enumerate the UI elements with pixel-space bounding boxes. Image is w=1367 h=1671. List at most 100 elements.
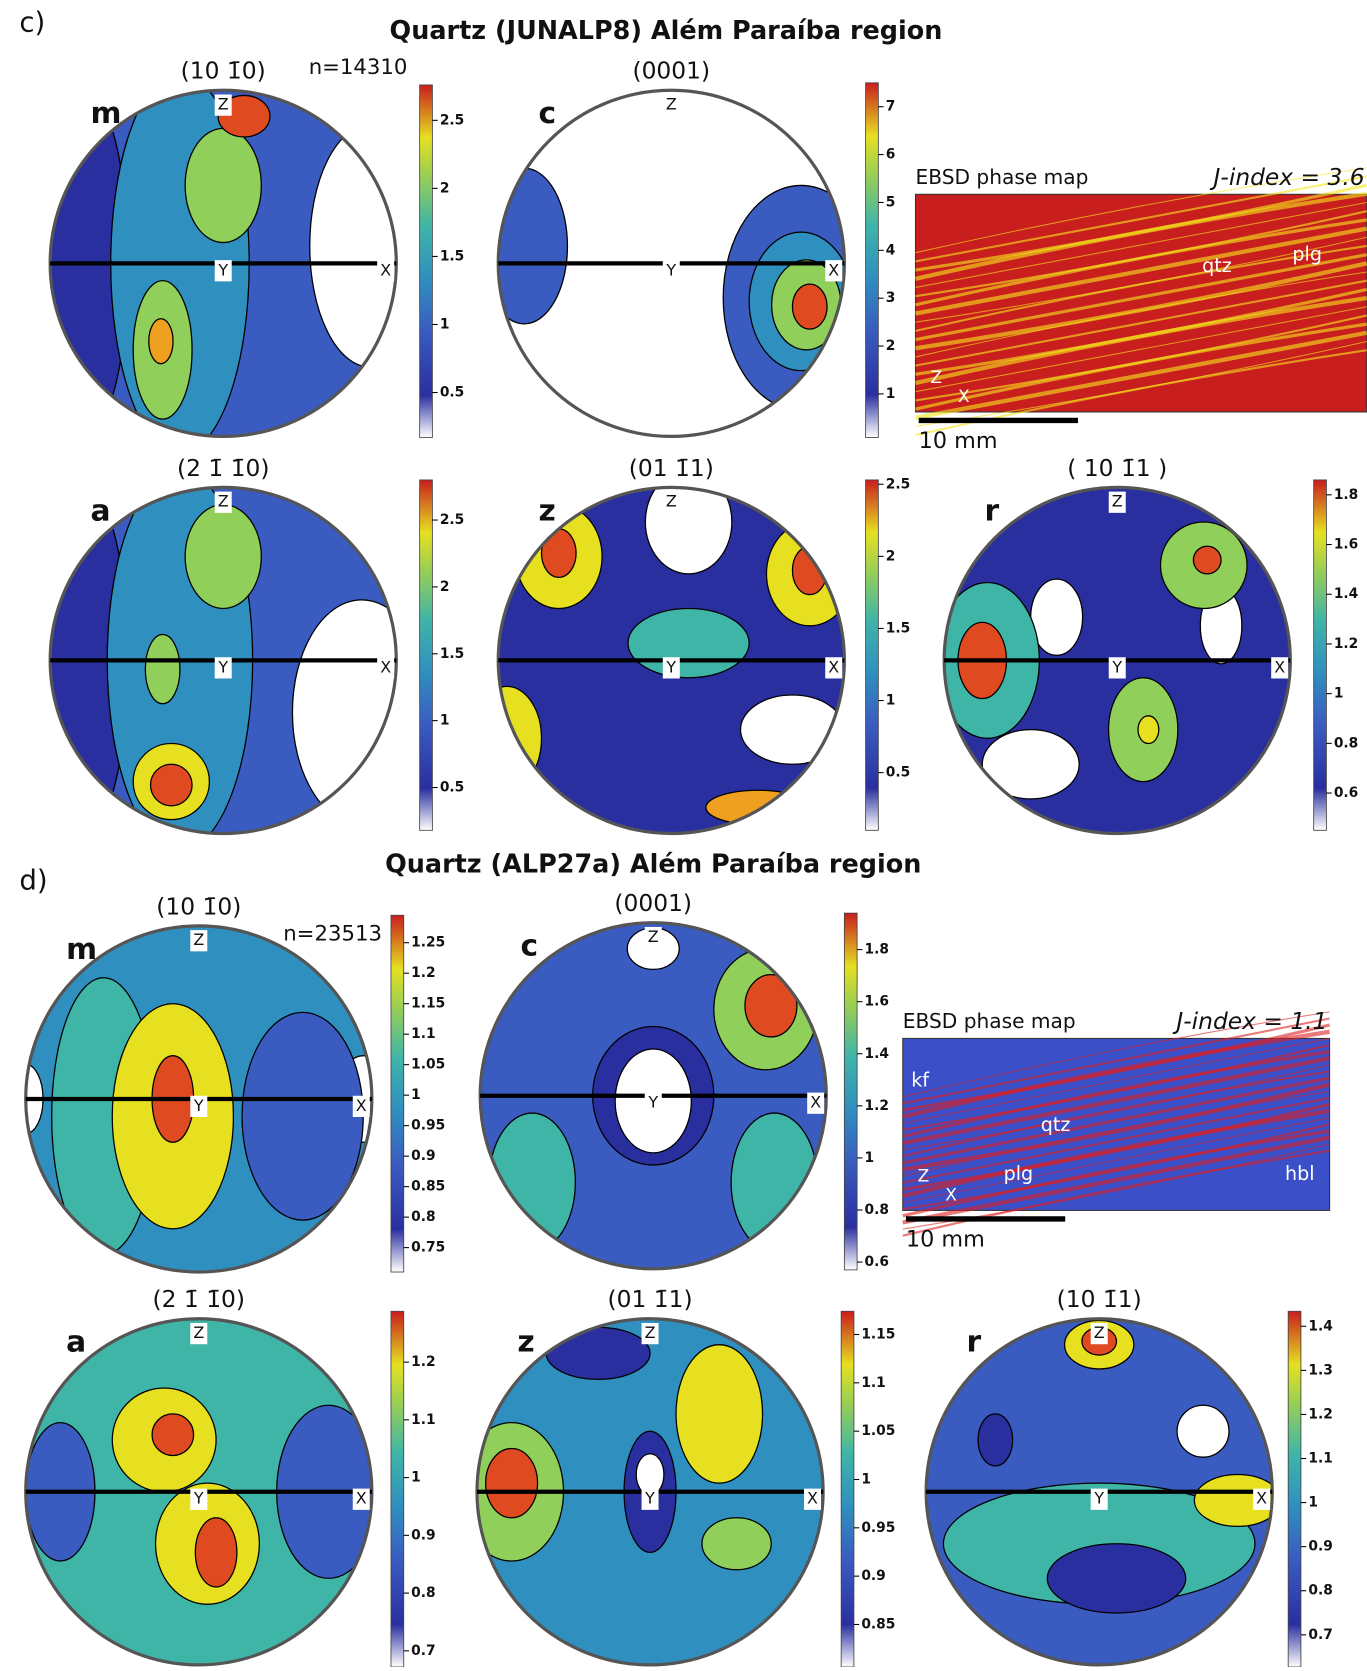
contour: [292, 600, 430, 825]
phase-label: plg: [1292, 242, 1322, 265]
axis-label: X: [380, 260, 391, 279]
colorbar: [1288, 1311, 1301, 1667]
axis-label: X: [828, 657, 839, 676]
plane-label: ( 10 1̄1 ): [1067, 454, 1167, 482]
axis-label: Z: [648, 927, 659, 946]
colorbar-tick-label: 0.8: [865, 1202, 889, 1218]
colorbar-tick-label: 1.1: [861, 1375, 885, 1391]
axis-label: Z: [218, 95, 229, 114]
colorbar-tick-label: 1.25: [411, 935, 445, 951]
phase-label: qtz: [1041, 1113, 1071, 1136]
section-label: d): [19, 863, 47, 896]
colorbar-tick-label: 1.5: [886, 620, 910, 636]
contour: [978, 1414, 1013, 1466]
map-axis-x: X: [958, 387, 970, 407]
axis-label: Y: [665, 260, 676, 279]
colorbar-tick-label: 0.9: [411, 1148, 435, 1164]
figure-letter: z: [539, 493, 556, 528]
figure-letter: m: [90, 96, 121, 131]
colorbar-tick-label: 1.4: [1308, 1318, 1332, 1334]
axis-label: Z: [193, 930, 204, 949]
ebsd-map: [903, 1038, 1330, 1210]
axis-label: X: [356, 1489, 367, 1508]
section-label: c): [19, 5, 45, 38]
colorbar-tick-label: 0.8: [411, 1209, 435, 1225]
colorbar-tick-label: 1.8: [865, 942, 889, 958]
plane-label: (10 1̄1): [1057, 1285, 1142, 1313]
axis-label: Y: [217, 260, 228, 279]
colorbar-tick-label: 7: [886, 99, 896, 115]
contour: [1047, 1544, 1185, 1613]
colorbar-tick-label: 1.2: [411, 1354, 435, 1370]
colorbar-tick-label: 0.5: [886, 765, 910, 781]
colorbar-tick-label: 1.6: [1334, 537, 1358, 553]
phase-label: kf: [911, 1068, 930, 1091]
j-index: J-index = 1.1: [1172, 1007, 1327, 1035]
figure-letter: c: [539, 96, 557, 131]
map-axis-z: Z: [930, 368, 942, 388]
axis-label: X: [807, 1489, 818, 1508]
axis-label: Z: [218, 492, 229, 511]
colorbar-tick-label: 0.95: [861, 1520, 895, 1536]
plane-label: (10 1̄0): [181, 57, 266, 85]
figure-letter: r: [985, 493, 1000, 528]
colorbar-tick-label: 0.7: [411, 1643, 435, 1659]
contour: [472, 686, 541, 790]
colorbar-tick-label: 0.5: [440, 780, 464, 796]
colorbar-tick-label: 1: [411, 1470, 421, 1486]
colorbar-tick-label: 1.4: [865, 1046, 889, 1062]
colorbar-tick-label: 1.1: [411, 1412, 435, 1428]
colorbar-tick-label: 0.75: [411, 1240, 445, 1256]
colorbar-tick-label: 5: [886, 194, 896, 210]
colorbar: [866, 83, 879, 438]
axis-label: Y: [193, 1489, 204, 1508]
axis-label: Z: [666, 95, 677, 114]
colorbar-tick-label: 3: [886, 290, 896, 306]
colorbar-tick-label: 1.1: [1308, 1451, 1332, 1467]
axis-label: X: [810, 1093, 821, 1112]
figure-letter: a: [90, 493, 110, 528]
colorbar-tick-label: 1.2: [1334, 636, 1358, 652]
colorbar-tick-label: 1.5: [440, 248, 464, 264]
map-axis-z: Z: [918, 1166, 930, 1186]
colorbar-tick-label: 0.5: [440, 385, 464, 401]
colorbar-tick-label: 1: [411, 1087, 421, 1103]
figure-letter: m: [66, 932, 97, 967]
contour: [745, 975, 797, 1037]
j-index: J-index = 3.6: [1210, 163, 1365, 191]
colorbar-tick-label: 1.05: [861, 1423, 895, 1439]
figure-letter: c: [521, 929, 539, 964]
colorbar-tick-label: 1.5: [440, 646, 464, 662]
axis-label: Z: [1112, 492, 1123, 511]
colorbar-tick-label: 0.8: [411, 1585, 435, 1601]
axis-label: X: [380, 657, 391, 676]
colorbar-tick-label: 0.8: [1334, 735, 1358, 751]
phase-label: qtz: [1202, 254, 1232, 277]
colorbar-tick-label: 1: [886, 386, 896, 402]
colorbar-tick-label: 1.4: [1334, 586, 1358, 602]
colorbar: [420, 480, 433, 830]
colorbar-tick-label: 2.5: [440, 112, 464, 128]
colorbar-tick-label: 1.2: [411, 965, 435, 981]
contour: [486, 1449, 538, 1518]
scale-label: 10 mm: [906, 1227, 985, 1253]
contour: [792, 284, 827, 329]
colorbar-tick-label: 1: [886, 693, 896, 709]
axis-label: Y: [647, 1093, 658, 1112]
colorbar: [420, 85, 433, 438]
colorbar-tick-label: 2: [440, 180, 450, 196]
contour: [702, 1518, 771, 1570]
figure-letter: z: [517, 1325, 534, 1360]
colorbar-tick-label: 1.1: [411, 1026, 435, 1042]
colorbar-tick-label: 0.85: [411, 1179, 445, 1195]
colorbar-tick-label: 0.8: [1308, 1583, 1332, 1599]
colorbar-tick-label: 1.05: [411, 1057, 445, 1073]
colorbar-tick-label: 0.9: [861, 1568, 885, 1584]
contour: [185, 505, 261, 609]
colorbar-tick-label: 1: [861, 1471, 871, 1487]
contour: [645, 470, 732, 574]
contour: [1193, 546, 1221, 574]
colorbar-tick-label: 1: [440, 316, 450, 332]
plane-label: (01 1̄1): [608, 1285, 693, 1313]
colorbar-tick-label: 0.9: [411, 1527, 435, 1543]
